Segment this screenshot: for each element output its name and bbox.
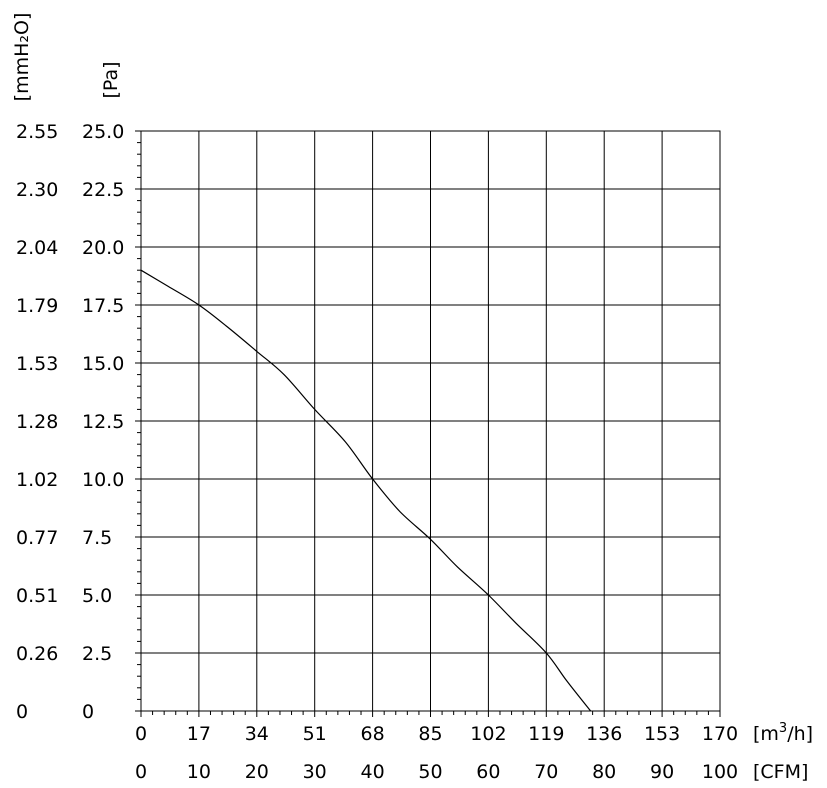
- x-tick-label-secondary: 30: [303, 761, 327, 783]
- y-tick-label-secondary: 0.51: [16, 585, 58, 607]
- y-tick-label-secondary: 2.04: [16, 237, 58, 259]
- x-tick-label: 68: [361, 723, 385, 745]
- plot-frame: [140, 130, 721, 712]
- x-tick-label-secondary: 70: [534, 761, 558, 783]
- y-tick-label: 2.5: [82, 643, 112, 665]
- y-tick-label-secondary: 1.79: [16, 295, 58, 317]
- y-tick-label: 15.0: [82, 353, 124, 375]
- y-tick-label-secondary: 0.77: [16, 527, 58, 549]
- y-tick-label: 7.5: [82, 527, 112, 549]
- x-tick-label: 0: [135, 723, 147, 745]
- x-tick-label: 170: [702, 723, 738, 745]
- y-tick-label-secondary: 2.30: [16, 179, 58, 201]
- y-tick-label: 12.5: [82, 411, 124, 433]
- x-tick-label-secondary: 100: [702, 761, 738, 783]
- y-tick-label-secondary: 1.28: [16, 411, 58, 433]
- x-tick-label: 17: [187, 723, 211, 745]
- y-axis-label-secondary: [mmH₂O]: [11, 13, 33, 102]
- x-tick-label-secondary: 10: [187, 761, 211, 783]
- y-tick-label: 20.0: [82, 237, 124, 259]
- x-tick-label-secondary: 40: [361, 761, 385, 783]
- y-tick-label-secondary: 0.26: [16, 643, 58, 665]
- y-tick-label: 25.0: [82, 121, 124, 143]
- y-tick-label-secondary: 0: [16, 701, 28, 723]
- x-tick-label: 34: [245, 723, 269, 745]
- x-tick-label: 85: [418, 723, 442, 745]
- x-tick-label-secondary: 0: [135, 761, 147, 783]
- x-tick-label: 119: [528, 723, 564, 745]
- y-tick-label-secondary: 1.53: [16, 353, 58, 375]
- y-tick-label-secondary: 1.02: [16, 469, 58, 491]
- y-tick-label: 10.0: [82, 469, 124, 491]
- x-tick-label: 136: [586, 723, 622, 745]
- x-tick-label-secondary: 80: [592, 761, 616, 783]
- y-tick-label: 17.5: [82, 295, 124, 317]
- x-tick-label: 153: [644, 723, 680, 745]
- grid: [141, 131, 720, 711]
- series-line: [140, 269, 592, 712]
- x-axis-label-secondary: [CFM]: [753, 761, 808, 783]
- x-axis-label: [m3/h]: [753, 721, 813, 745]
- x-tick-label-secondary: 20: [245, 761, 269, 783]
- y-tick-label: 5.0: [82, 585, 112, 607]
- y-axis-label: [Pa]: [100, 61, 122, 98]
- minor-ticks: [135, 130, 721, 717]
- y-tick-label: 22.5: [82, 179, 124, 201]
- x-tick-label-secondary: 60: [476, 761, 500, 783]
- x-tick-label-secondary: 90: [650, 761, 674, 783]
- x-tick-label-secondary: 50: [418, 761, 442, 783]
- y-tick-label: 0: [82, 701, 94, 723]
- x-tick-label: 51: [303, 723, 327, 745]
- y-tick-label-secondary: 2.55: [16, 121, 58, 143]
- x-tick-label: 102: [470, 723, 506, 745]
